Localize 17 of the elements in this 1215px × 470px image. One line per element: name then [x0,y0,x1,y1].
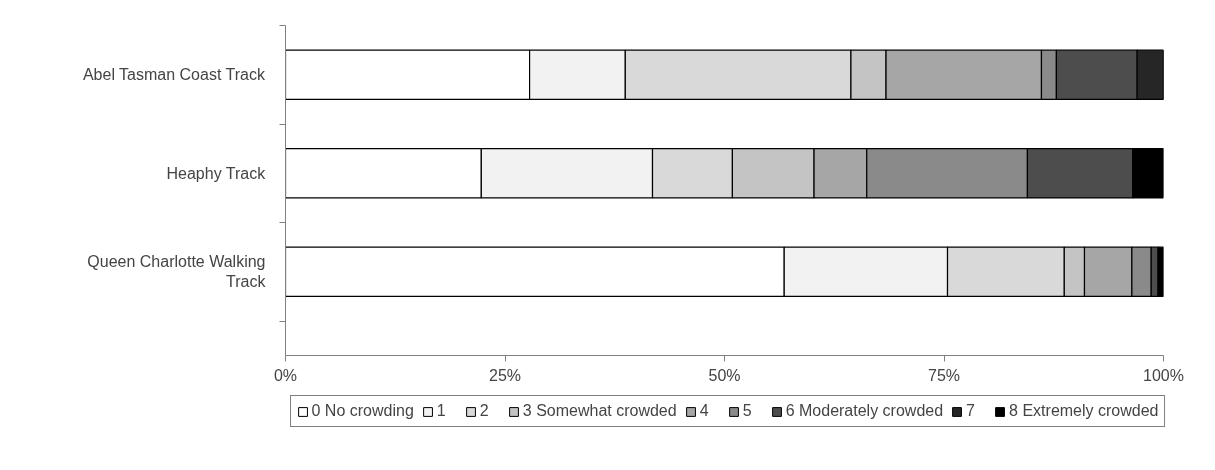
legend-label: 4 [699,402,710,420]
legend-label: 3 Somewhat crowded [522,402,677,420]
x-tick-label: 100% [1143,366,1184,384]
x-tick-label: 25% [488,366,522,384]
x-tick-label: 75% [927,366,961,384]
legend-label: 2 [479,402,490,420]
y-tick-label: Heaphy Track [166,164,267,182]
legend-label: 7 [966,402,976,420]
y-tick-label: Queen Charlotte Walking Track [87,253,267,291]
legend-label: 0 No crowding [311,402,414,420]
x-tick-label: 0% [273,366,298,384]
x-tick-label: 50% [708,366,741,384]
legend-label: 5 [742,402,753,420]
legend-label: 8 Extremely crowded [1009,402,1159,420]
legend-label: 1 [436,402,447,420]
legend-label: 6 Moderately crowded [785,402,944,420]
y-tick-label: Abel Tasman Coast Track [82,66,266,84]
